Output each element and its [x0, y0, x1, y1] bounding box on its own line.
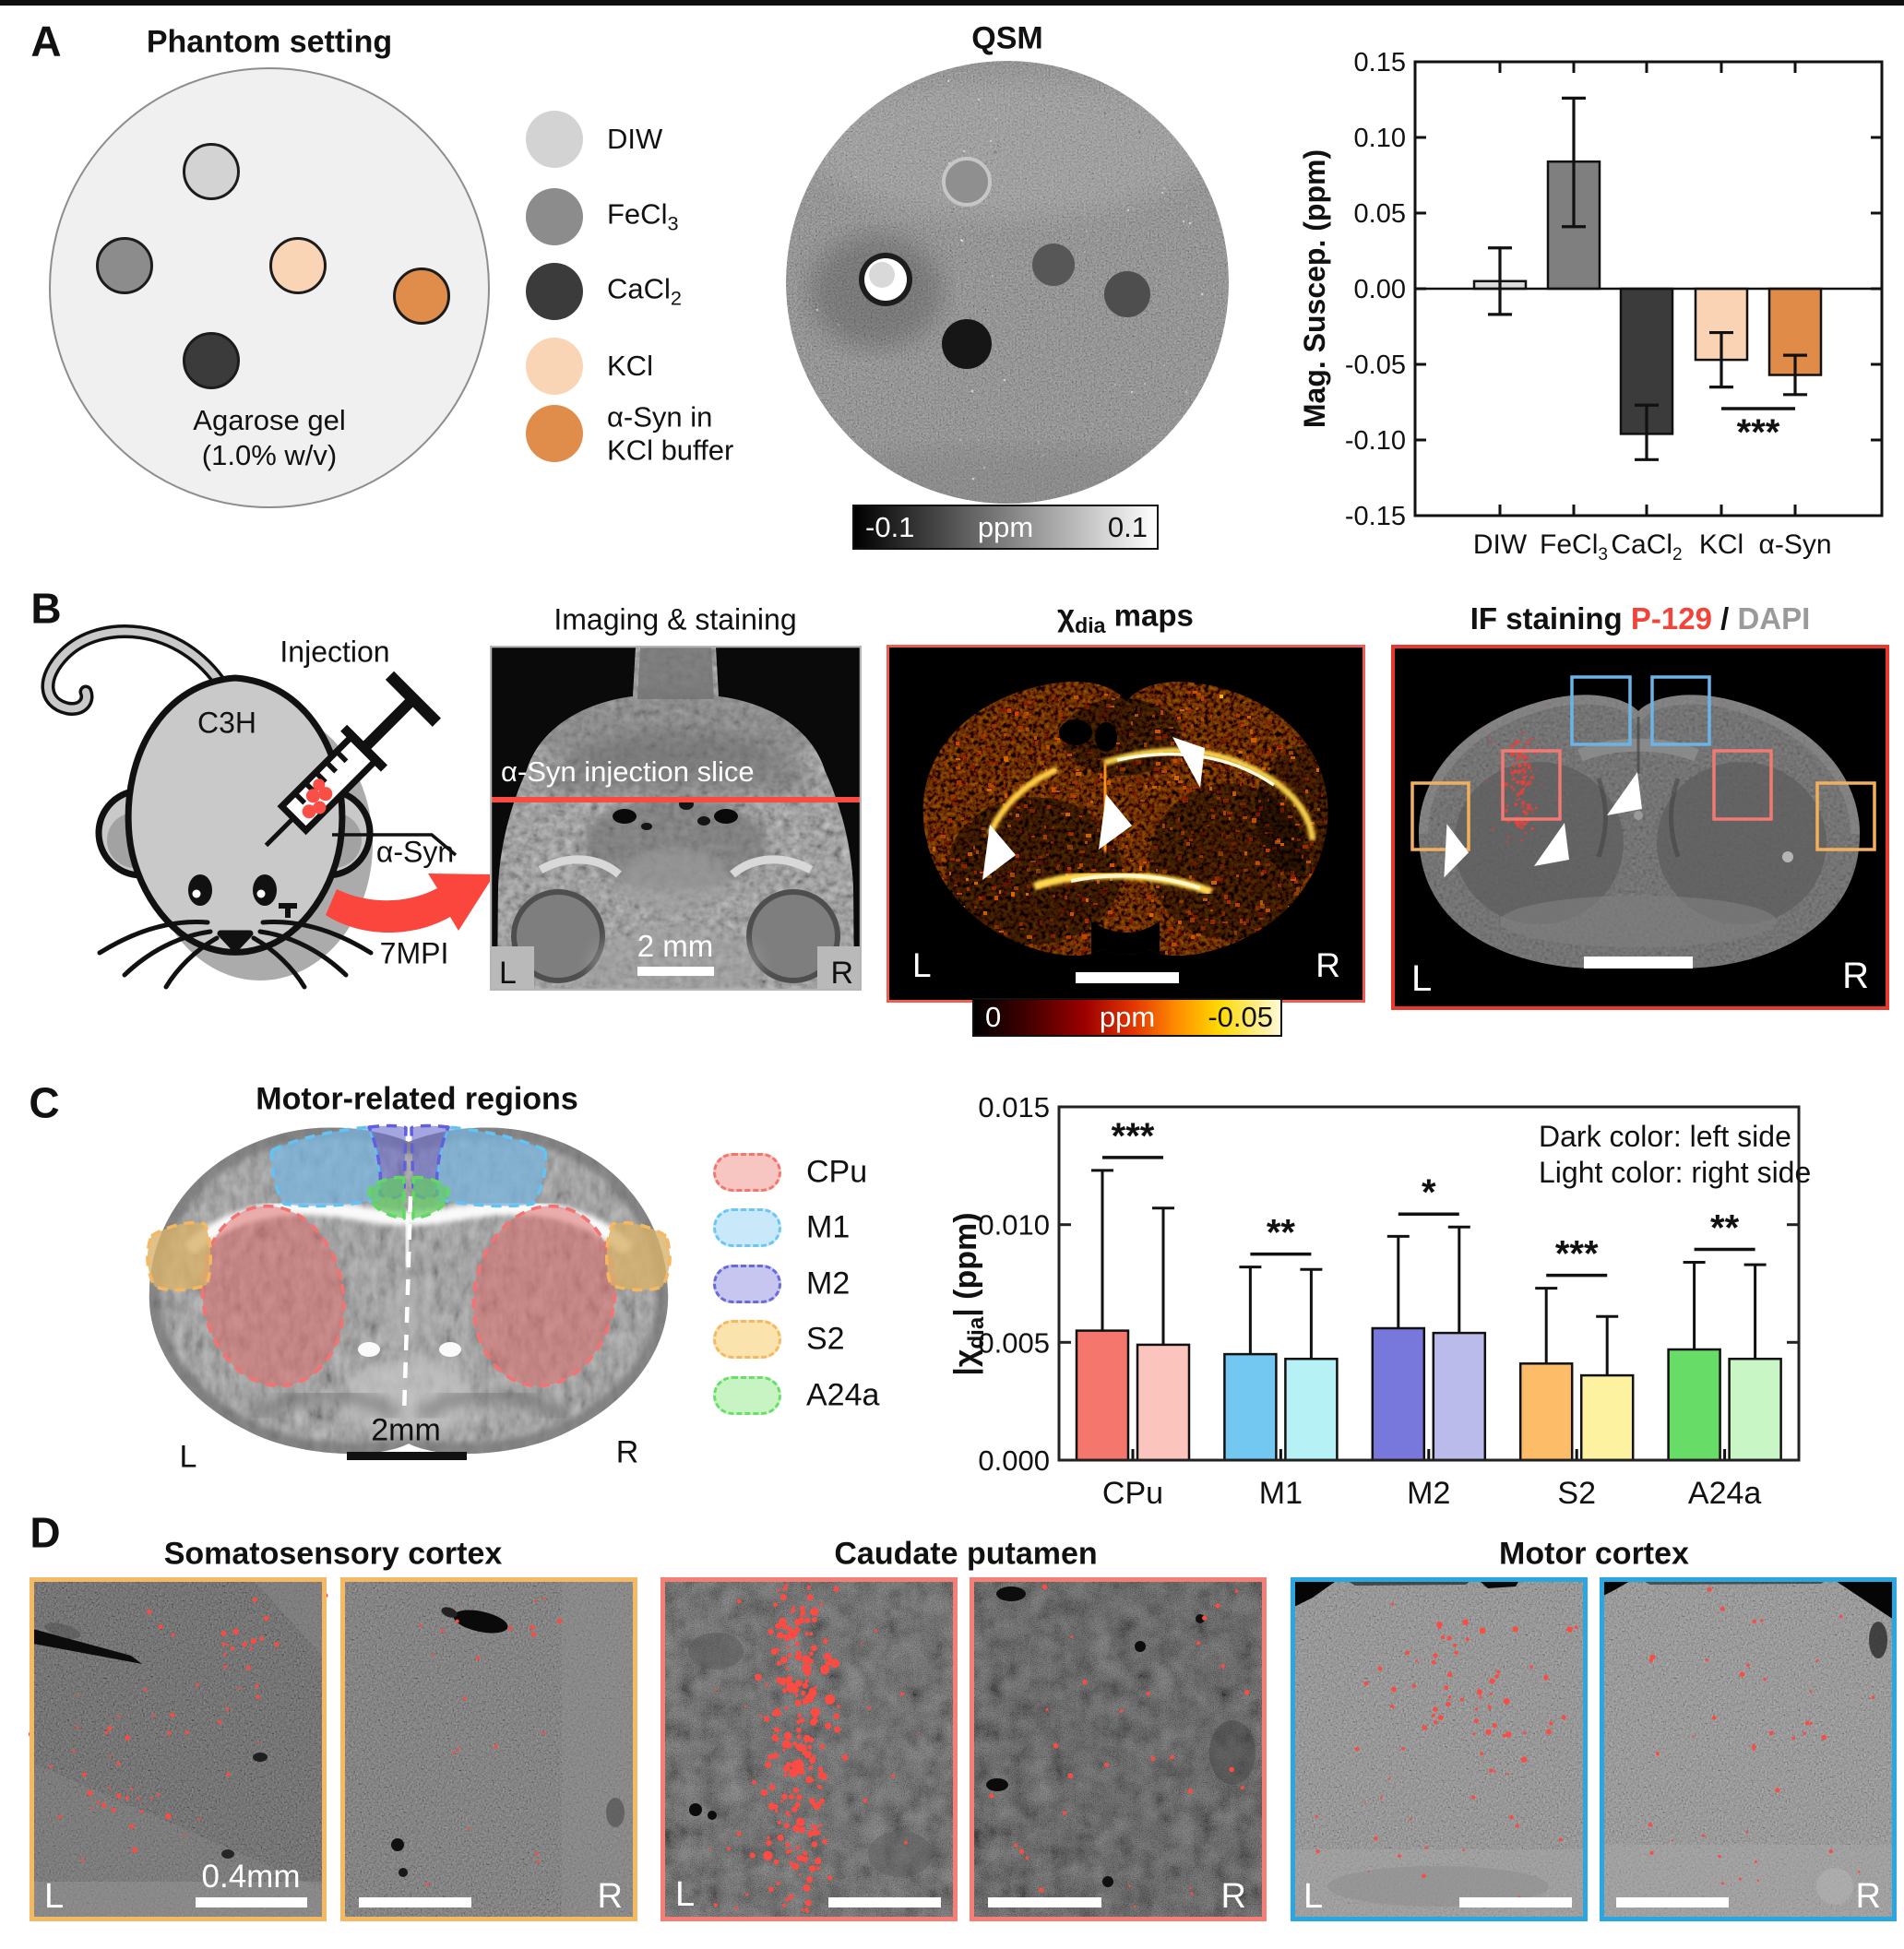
svg-text:R: R	[1856, 1877, 1881, 1916]
svg-text:S2: S2	[1557, 1476, 1596, 1511]
svg-text:0.010: 0.010	[978, 1209, 1050, 1242]
svg-text:CPu: CPu	[1102, 1476, 1163, 1511]
svg-text:R: R	[598, 1877, 623, 1916]
svg-text:DIW: DIW	[1473, 529, 1528, 560]
svg-text:R: R	[1315, 946, 1340, 984]
svg-text:0.00: 0.00	[1354, 275, 1406, 304]
svg-text:0.05: 0.05	[1354, 199, 1406, 229]
svg-text:L: L	[1303, 1877, 1323, 1916]
svg-text:Light color: right side: Light color: right side	[1539, 1156, 1811, 1189]
svg-text:0.15: 0.15	[1354, 48, 1406, 77]
svg-text:*: *	[1422, 1172, 1436, 1213]
svg-text:-0.10: -0.10	[1345, 426, 1406, 456]
svg-text:2 mm: 2 mm	[637, 929, 714, 963]
svg-text:L: L	[912, 946, 932, 984]
svg-text:M1: M1	[1259, 1476, 1303, 1511]
svg-text:L: L	[44, 1877, 64, 1916]
svg-text:|χdia| (ppm): |χdia| (ppm)	[948, 1212, 989, 1375]
svg-text:0.005: 0.005	[978, 1326, 1050, 1359]
svg-text:CaCl2: CaCl2	[1611, 529, 1682, 564]
svg-text:L: L	[1411, 958, 1432, 999]
svg-text:0.10: 0.10	[1354, 124, 1406, 153]
svg-text:α-Syn injection slice: α-Syn injection slice	[501, 755, 755, 788]
svg-text:R: R	[1221, 1877, 1246, 1916]
svg-text:FeCl3: FeCl3	[1540, 529, 1608, 564]
svg-text:M2: M2	[1407, 1476, 1450, 1511]
svg-text:L: L	[499, 956, 517, 991]
svg-text:L: L	[675, 1875, 695, 1914]
svg-text:**: **	[1267, 1213, 1296, 1254]
svg-text:-0.05: -0.05	[1345, 351, 1406, 380]
svg-text:KCl: KCl	[1699, 529, 1743, 560]
svg-text:***: ***	[1112, 1116, 1155, 1157]
svg-text:A24a: A24a	[1688, 1476, 1761, 1511]
svg-text:0.015: 0.015	[978, 1091, 1050, 1123]
svg-text:**: **	[1710, 1208, 1740, 1249]
svg-text:0.4mm: 0.4mm	[202, 1859, 301, 1895]
svg-text:***: ***	[1737, 412, 1780, 453]
svg-text:***: ***	[1555, 1234, 1599, 1275]
svg-text:R: R	[830, 956, 853, 991]
svg-text:α-Syn: α-Syn	[1758, 529, 1831, 560]
svg-text:-0.15: -0.15	[1345, 502, 1406, 531]
svg-text:0.000: 0.000	[978, 1444, 1050, 1477]
svg-text:Mag. Suscep. (ppm): Mag. Suscep. (ppm)	[1298, 149, 1331, 428]
svg-text:Dark color: left side: Dark color: left side	[1539, 1120, 1791, 1153]
svg-text:R: R	[1842, 956, 1869, 996]
